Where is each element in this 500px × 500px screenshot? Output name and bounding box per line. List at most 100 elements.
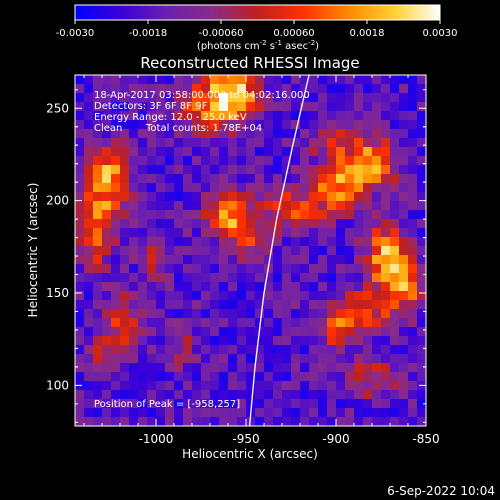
heatmap-cell bbox=[210, 282, 220, 292]
heatmap-cell bbox=[246, 228, 256, 238]
heatmap-cell bbox=[138, 156, 148, 166]
heatmap-cell bbox=[363, 102, 373, 112]
heatmap-cell bbox=[111, 174, 121, 184]
heatmap-cell bbox=[363, 138, 373, 148]
heatmap-cell bbox=[264, 183, 274, 193]
heatmap-cell bbox=[111, 147, 121, 157]
heatmap-cell bbox=[219, 129, 229, 139]
heatmap-cell bbox=[291, 318, 301, 328]
heatmap-cell bbox=[228, 390, 238, 400]
heatmap-cell bbox=[165, 210, 175, 220]
heatmap-cell bbox=[246, 309, 256, 319]
heatmap-cell bbox=[372, 255, 382, 265]
heatmap-cell bbox=[282, 192, 292, 202]
heatmap-cell bbox=[381, 75, 391, 85]
heatmap-cell bbox=[120, 210, 130, 220]
heatmap-cell bbox=[255, 147, 265, 157]
heatmap-cell bbox=[390, 309, 400, 319]
heatmap-cell bbox=[237, 327, 247, 337]
heatmap-cell bbox=[372, 327, 382, 337]
heatmap-cell bbox=[291, 381, 301, 391]
heatmap-cell bbox=[75, 300, 85, 310]
heatmap-cell bbox=[111, 300, 121, 310]
heatmap-cell bbox=[345, 399, 355, 409]
heatmap-cell bbox=[93, 156, 103, 166]
heatmap-cell bbox=[138, 318, 148, 328]
heatmap-cell bbox=[255, 93, 265, 103]
heatmap-cell bbox=[84, 273, 94, 283]
heatmap-cell bbox=[318, 75, 328, 85]
heatmap-cell bbox=[309, 282, 319, 292]
heatmap-cell bbox=[336, 408, 346, 418]
heatmap-cell bbox=[318, 138, 328, 148]
heatmap-cell bbox=[102, 129, 112, 139]
heatmap-cell bbox=[273, 255, 283, 265]
heatmap-cell bbox=[372, 363, 382, 373]
heatmap-cell bbox=[246, 138, 256, 148]
heatmap-cell bbox=[237, 345, 247, 355]
heatmap-cell bbox=[264, 201, 274, 211]
heatmap-cell bbox=[75, 201, 85, 211]
heatmap-cell bbox=[282, 174, 292, 184]
heatmap-cell bbox=[111, 264, 121, 274]
heatmap-cell bbox=[309, 372, 319, 382]
heatmap-cell bbox=[381, 246, 391, 256]
heatmap-cell bbox=[417, 345, 426, 355]
heatmap-cell bbox=[318, 111, 328, 121]
heatmap-cell bbox=[219, 102, 229, 112]
heatmap-cell bbox=[363, 246, 373, 256]
colorbar-tick-label: -0.0030 bbox=[56, 28, 95, 39]
heatmap-cell bbox=[84, 192, 94, 202]
heatmap-cell bbox=[309, 183, 319, 193]
heatmap-cell bbox=[246, 165, 256, 175]
heatmap-cell bbox=[264, 84, 274, 94]
heatmap-cell bbox=[201, 192, 211, 202]
heatmap-cell bbox=[399, 174, 409, 184]
heatmap-cell bbox=[84, 399, 94, 409]
heatmap-cell bbox=[129, 75, 139, 85]
heatmap-cell bbox=[372, 120, 382, 130]
heatmap-cell bbox=[111, 327, 121, 337]
heatmap-cell bbox=[228, 408, 238, 418]
heatmap-cell bbox=[120, 318, 130, 328]
heatmap-cell bbox=[102, 381, 112, 391]
heatmap-cell bbox=[93, 300, 103, 310]
heatmap-image bbox=[75, 75, 426, 426]
heatmap-cell bbox=[408, 111, 418, 121]
heatmap-cell bbox=[102, 318, 112, 328]
heatmap-cell bbox=[300, 147, 310, 157]
colorbar-tick-label: -0.0018 bbox=[129, 28, 168, 39]
heatmap-cell bbox=[309, 300, 319, 310]
heatmap-cell bbox=[399, 273, 409, 283]
heatmap-cell bbox=[354, 165, 364, 175]
heatmap-cell bbox=[84, 156, 94, 166]
heatmap-cell bbox=[84, 372, 94, 382]
heatmap-cell bbox=[408, 345, 418, 355]
heatmap-cell bbox=[255, 417, 265, 426]
heatmap-cell bbox=[345, 75, 355, 85]
heatmap-cell bbox=[327, 138, 337, 148]
heatmap-cell bbox=[291, 372, 301, 382]
heatmap-cell bbox=[102, 183, 112, 193]
heatmap-cell bbox=[129, 363, 139, 373]
heatmap-cell bbox=[282, 399, 292, 409]
heatmap-cell bbox=[129, 192, 139, 202]
heatmap-cell bbox=[372, 309, 382, 319]
heatmap-cell bbox=[84, 300, 94, 310]
heatmap-cell bbox=[237, 165, 247, 175]
heatmap-cell bbox=[192, 165, 202, 175]
heatmap-cell bbox=[417, 354, 426, 364]
heatmap-cell bbox=[363, 120, 373, 130]
heatmap-cell bbox=[381, 174, 391, 184]
heatmap-cell bbox=[273, 318, 283, 328]
heatmap-cell bbox=[309, 120, 319, 130]
heatmap-cell bbox=[129, 372, 139, 382]
heatmap-cell bbox=[408, 192, 418, 202]
heatmap-cell bbox=[165, 291, 175, 301]
heatmap-cell bbox=[309, 399, 319, 409]
heatmap-cell bbox=[327, 201, 337, 211]
heatmap-cell bbox=[201, 399, 211, 409]
heatmap-cell bbox=[327, 75, 337, 85]
heatmap-cell bbox=[318, 120, 328, 130]
colorbar-units: (photons cm-2 s-1 asec-2) bbox=[197, 39, 319, 52]
